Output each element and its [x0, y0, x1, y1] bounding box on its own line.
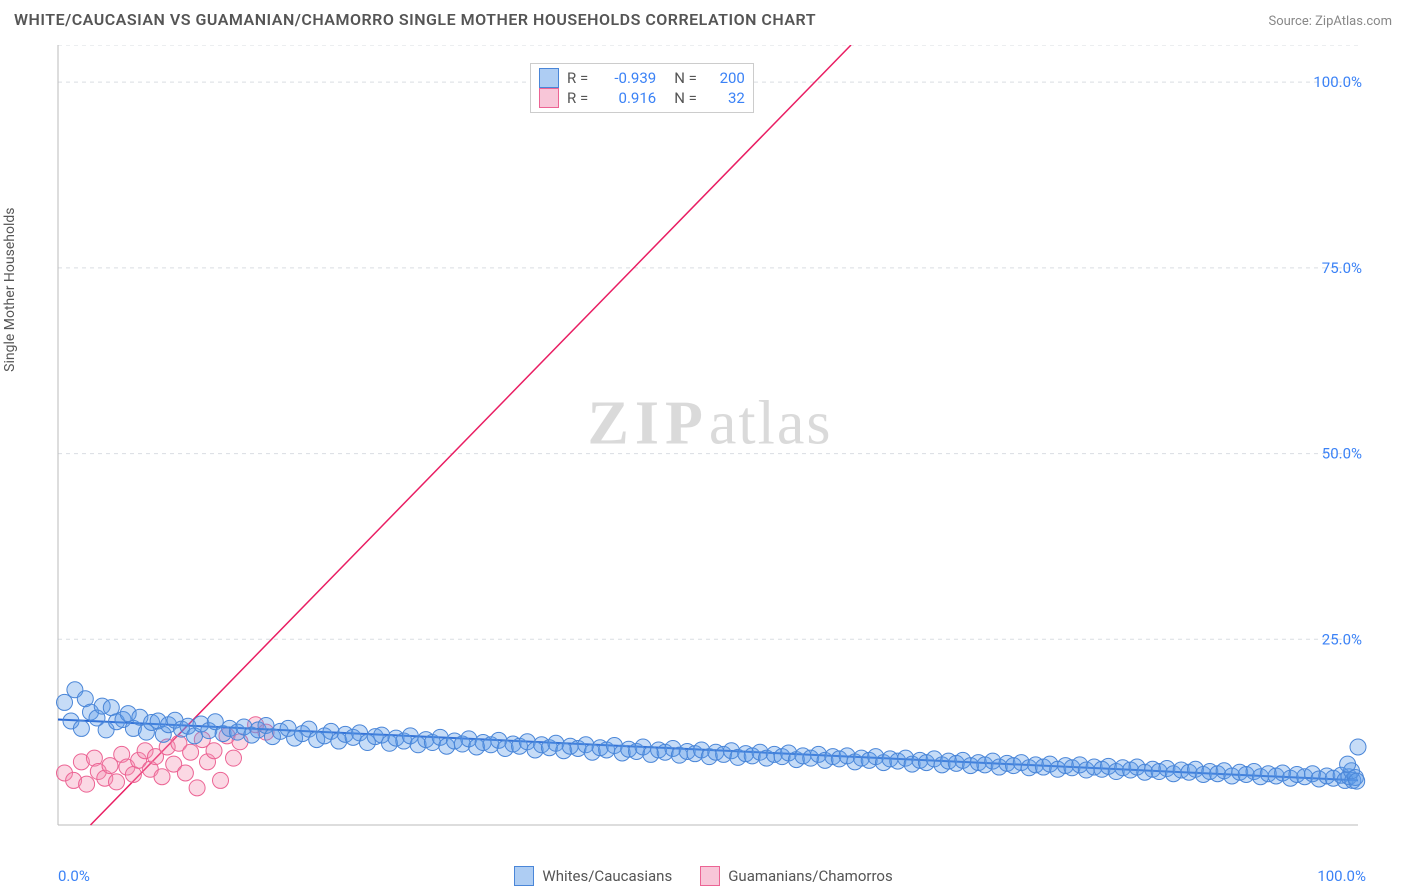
data-point	[189, 780, 205, 796]
n-label: N =	[674, 89, 697, 107]
r-label: R =	[567, 89, 588, 107]
bottom-legend: 0.0% Whites/Caucasians Guamanians/Chamorr…	[58, 866, 1366, 886]
data-point	[206, 743, 222, 759]
y-tick-label: 75.0%	[1322, 259, 1362, 277]
data-point	[154, 769, 170, 785]
bottom-legend-item: Whites/Caucasians	[514, 866, 672, 886]
n-value: 32	[705, 89, 745, 107]
data-point	[177, 765, 193, 781]
watermark-zip: ZIP	[588, 390, 709, 458]
data-point	[213, 772, 229, 788]
stats-legend: R = -0.939 N = 200 R = 0.916 N = 32	[530, 63, 754, 113]
chart-container: ZIPatlas 25.0% 50.0% 75.0% 100.0% R = -0.939…	[50, 45, 1370, 835]
legend-swatch-icon	[700, 866, 720, 886]
legend-swatch-icon	[514, 866, 534, 886]
r-value: 0.916	[596, 89, 656, 107]
data-point	[1349, 773, 1365, 789]
data-point	[103, 700, 119, 716]
r-value: -0.939	[596, 69, 656, 87]
watermark-atlas: atlas	[709, 390, 833, 458]
y-tick-label: 50.0%	[1322, 445, 1362, 463]
data-point	[57, 694, 73, 710]
n-value: 200	[705, 69, 745, 87]
y-tick-label: 100.0%	[1313, 73, 1362, 91]
data-point	[79, 776, 95, 792]
y-axis-label: Single Mother Households	[2, 208, 18, 372]
series-label: Guamanians/Chamorros	[728, 867, 892, 885]
y-tick-label: 25.0%	[1322, 630, 1362, 648]
data-point	[125, 766, 141, 782]
series-label: Whites/Caucasians	[542, 867, 672, 885]
chart-title: WHITE/CAUCASIAN VS GUAMANIAN/CHAMORRO SI…	[14, 10, 816, 29]
stats-legend-row: R = -0.939 N = 200	[539, 68, 745, 88]
stats-legend-row: R = 0.916 N = 32	[539, 88, 745, 108]
watermark: ZIPatlas	[588, 389, 833, 460]
x-tick-max: 100.0%	[1317, 867, 1366, 885]
chart-source: Source: ZipAtlas.com	[1268, 14, 1392, 29]
r-label: R =	[567, 69, 588, 87]
n-label: N =	[674, 69, 697, 87]
data-point	[226, 750, 242, 766]
data-point	[73, 720, 89, 736]
legend-swatch-icon	[539, 68, 559, 88]
data-point	[1340, 756, 1356, 772]
legend-swatch-icon	[539, 88, 559, 108]
data-point	[109, 774, 125, 790]
bottom-legend-item: Guamanians/Chamorros	[700, 866, 892, 886]
data-point	[183, 744, 199, 760]
data-point	[1350, 739, 1366, 755]
x-tick-min: 0.0%	[58, 867, 90, 885]
